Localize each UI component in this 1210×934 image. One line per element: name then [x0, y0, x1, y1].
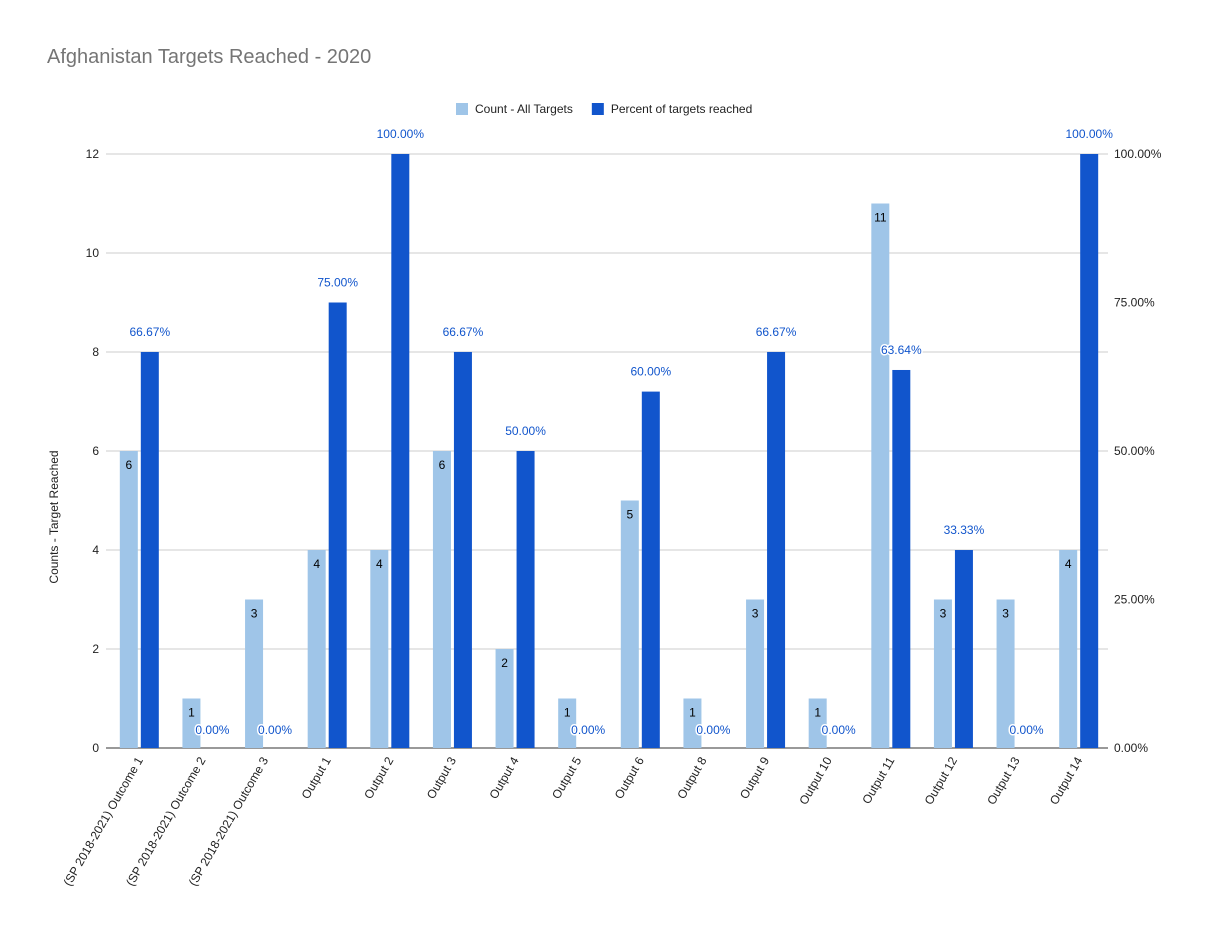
x-tick-label: Output 5 — [549, 754, 584, 801]
data-label-percent: 66.67% — [443, 325, 484, 339]
data-label-count: 1 — [564, 706, 571, 720]
bar-percent-reached — [391, 154, 410, 748]
bar-count-all-targets — [683, 698, 702, 748]
data-label-percent: 0.00% — [195, 723, 229, 737]
data-label-percent: 0.00% — [696, 723, 730, 737]
data-label-percent: 0.00% — [822, 723, 856, 737]
y2-tick-label: 75.00% — [1114, 296, 1155, 310]
x-tick-label: Output 13 — [984, 754, 1023, 807]
bar-percent-reached — [516, 451, 535, 748]
bar-count-all-targets — [871, 203, 890, 748]
data-label-percent: 66.67% — [756, 325, 797, 339]
legend-swatch — [456, 103, 468, 115]
data-label-percent: 63.64% — [881, 343, 922, 357]
bar-count-all-targets — [307, 550, 326, 748]
y-tick-label: 10 — [86, 246, 100, 260]
data-label-count: 1 — [188, 706, 195, 720]
bar-count-all-targets — [119, 451, 138, 748]
legend-swatch — [591, 103, 604, 115]
data-label-count: 6 — [439, 458, 446, 472]
data-label-count: 1 — [689, 706, 696, 720]
y2-tick-label: 25.00% — [1114, 593, 1155, 607]
x-tick-label: Output 3 — [424, 754, 459, 801]
y2-tick-label: 100.00% — [1114, 147, 1162, 161]
data-label-count: 3 — [752, 607, 759, 621]
bars: 666.67%10.00%30.00%475.00%4100.00%666.67… — [119, 126, 1115, 748]
x-tick-label: Output 8 — [674, 754, 709, 801]
x-tick-label: Output 6 — [612, 754, 647, 801]
bar-percent-reached — [140, 351, 159, 748]
y-tick-label: 6 — [92, 444, 99, 458]
bar-percent-reached — [767, 351, 786, 748]
bar-count-all-targets — [558, 698, 577, 748]
bar-count-all-targets — [495, 649, 514, 748]
y-tick-label: 12 — [86, 147, 100, 161]
x-tick-label: Output 10 — [796, 754, 835, 807]
y-tick-label: 4 — [92, 543, 99, 557]
data-label-percent: 0.00% — [258, 723, 292, 737]
x-tick-label: Output 14 — [1047, 754, 1086, 807]
bar-percent-reached — [1080, 154, 1099, 748]
bar-count-all-targets — [1059, 550, 1078, 748]
legend-label: Count - All Targets — [475, 102, 573, 116]
y2-tick-label: 50.00% — [1114, 444, 1155, 458]
x-tick-label: Output 12 — [922, 754, 961, 807]
bar-count-all-targets — [620, 500, 639, 748]
bar-percent-reached — [453, 351, 472, 748]
x-tick-label: Output 11 — [859, 754, 897, 806]
data-label-count: 6 — [125, 458, 132, 472]
bar-percent-reached — [641, 391, 660, 748]
bar-percent-reached — [328, 302, 347, 748]
data-label-count: 3 — [940, 607, 947, 621]
bar-count-all-targets — [996, 599, 1015, 748]
bar-count-all-targets — [746, 599, 765, 748]
x-tick-label: Output 2 — [361, 754, 396, 801]
bar-percent-reached — [954, 550, 973, 748]
data-label-count: 3 — [251, 607, 258, 621]
data-label-count: 1 — [814, 706, 821, 720]
data-label-count: 4 — [1065, 557, 1072, 571]
y-tick-label: 2 — [92, 642, 99, 656]
bar-count-all-targets — [370, 550, 389, 748]
data-label-percent: 75.00% — [317, 276, 358, 290]
x-tick-label: Output 9 — [737, 754, 772, 801]
bar-percent-reached — [892, 369, 911, 748]
x-tick-label: Output 4 — [487, 754, 522, 801]
data-label-percent: 0.00% — [1010, 723, 1044, 737]
data-label-count: 3 — [1002, 607, 1009, 621]
y-tick-label: 0 — [92, 741, 99, 755]
y-axis-title: Counts - Target Reached — [47, 450, 61, 583]
bar-count-all-targets — [432, 451, 451, 748]
data-label-count: 2 — [501, 656, 508, 670]
data-label-count: 4 — [376, 557, 383, 571]
axes: 0246810120.00%25.00%50.00%75.00%100.00%C… — [47, 147, 1162, 888]
data-label-percent: 100.00% — [1066, 127, 1114, 141]
data-label-percent: 0.00% — [571, 723, 605, 737]
data-label-count: 11 — [874, 211, 887, 225]
bar-count-all-targets — [933, 599, 952, 748]
x-tick-label: Output 1 — [299, 754, 334, 801]
data-label-count: 5 — [626, 508, 633, 522]
bar-count-all-targets — [182, 698, 201, 748]
chart-title: Afghanistan Targets Reached - 2020 — [47, 46, 372, 68]
y2-tick-label: 0.00% — [1114, 741, 1148, 755]
data-label-percent: 33.33% — [944, 523, 985, 537]
data-label-percent: 66.67% — [129, 325, 170, 339]
bar-count-all-targets — [245, 599, 264, 748]
data-label-percent: 60.00% — [630, 365, 671, 379]
data-label-percent: 100.00% — [377, 127, 425, 141]
bar-count-all-targets — [808, 698, 827, 748]
data-label-percent: 50.00% — [505, 424, 546, 438]
y-tick-label: 8 — [92, 345, 99, 359]
data-label-count: 4 — [313, 557, 320, 571]
legend: Count - All Targets Percent of targets re… — [456, 102, 752, 116]
legend-label: Percent of targets reached — [611, 102, 752, 116]
